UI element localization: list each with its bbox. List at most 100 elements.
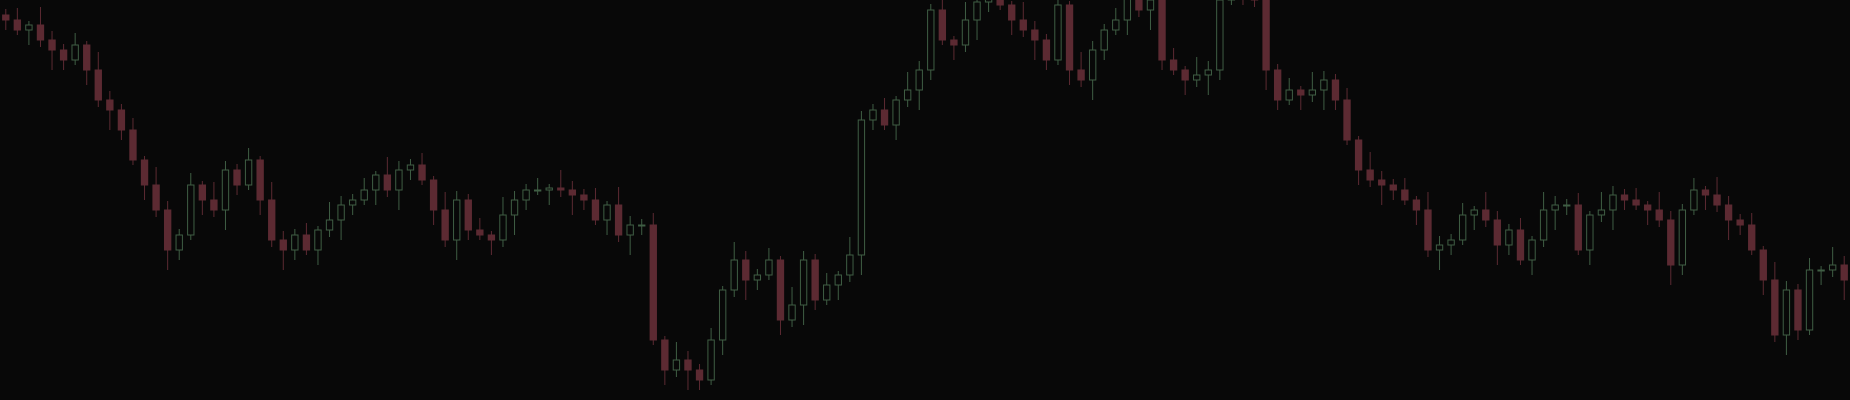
- candle-body: [429, 179, 438, 211]
- candle-body: [187, 184, 195, 236]
- candle-body: [129, 129, 137, 161]
- candle-body: [927, 9, 935, 71]
- candle-body: [938, 9, 947, 41]
- candle-body: [799, 259, 808, 306]
- candle-body: [1042, 39, 1051, 61]
- candle-body: [1736, 219, 1744, 226]
- candle-body: [1031, 29, 1039, 41]
- candle-body: [1158, 0, 1166, 61]
- candle-body: [614, 204, 623, 236]
- candle-body: [1366, 169, 1374, 181]
- candle-body: [1458, 214, 1467, 241]
- candle-body: [568, 189, 577, 196]
- candle-body: [348, 199, 357, 206]
- candle-body: [1828, 264, 1837, 271]
- candle-body: [244, 159, 253, 186]
- candle-body: [2, 14, 10, 21]
- candle-body: [695, 369, 704, 381]
- candle-body: [325, 219, 334, 231]
- candle-body: [1123, 0, 1132, 21]
- candle-body: [372, 174, 380, 191]
- candle-body: [1262, 0, 1270, 71]
- candle-body: [996, 0, 1004, 6]
- candle-body: [418, 164, 426, 181]
- candle-body: [1273, 69, 1282, 101]
- candle-body: [71, 44, 79, 61]
- candle-body: [765, 259, 773, 276]
- candle-body: [591, 199, 600, 221]
- candle-body: [718, 289, 727, 341]
- candle-body: [626, 224, 634, 236]
- candle-body: [1169, 59, 1178, 71]
- candle-body: [1389, 184, 1397, 191]
- candle-body: [476, 229, 484, 236]
- candle-body: [13, 19, 22, 31]
- candle-body: [1724, 204, 1733, 221]
- candle-body: [1551, 204, 1559, 211]
- candle-body: [1008, 4, 1016, 21]
- candle-body: [961, 19, 970, 46]
- candle-body: [892, 99, 900, 126]
- candle-body: [1505, 229, 1513, 246]
- candle-body: [510, 199, 519, 216]
- candle-body: [1574, 204, 1582, 251]
- candle-body: [337, 204, 345, 221]
- candle-body: [1482, 209, 1490, 221]
- candle-body: [984, 0, 993, 3]
- candle-body: [649, 224, 657, 341]
- candle-body: [1285, 89, 1293, 101]
- candle-body: [1077, 69, 1085, 81]
- candle-body: [580, 194, 588, 201]
- candle-body: [163, 209, 172, 251]
- candle-body: [1424, 209, 1432, 251]
- candle-body: [1320, 79, 1328, 91]
- candle-body: [707, 339, 715, 381]
- candle-body: [1817, 269, 1825, 272]
- candle-body: [1308, 89, 1317, 96]
- candle-body: [1528, 239, 1536, 261]
- candle-body: [36, 24, 45, 41]
- candle-body: [279, 239, 287, 251]
- candle-body: [256, 159, 264, 201]
- candle-body: [661, 339, 669, 371]
- candle-body: [499, 214, 507, 241]
- candle-body: [1204, 69, 1212, 76]
- candle-body: [360, 189, 368, 201]
- candle-body: [1019, 19, 1027, 31]
- candle-body: [1620, 194, 1629, 201]
- candle-body: [152, 184, 160, 211]
- candle-body: [1690, 189, 1698, 211]
- candle-body: [1401, 189, 1409, 201]
- candle-body: [1597, 209, 1606, 216]
- candle-body: [406, 164, 415, 171]
- candle-body: [1609, 194, 1617, 211]
- candle-body: [1759, 249, 1767, 281]
- candle-body: [48, 39, 56, 51]
- candle-body: [857, 119, 866, 256]
- candle-body: [140, 159, 149, 186]
- candle-body: [1331, 79, 1340, 101]
- candle-body: [533, 189, 542, 192]
- candle-body: [684, 359, 692, 371]
- candle-body: [1354, 139, 1363, 171]
- candle-body: [1297, 89, 1305, 96]
- candle-body: [742, 259, 750, 281]
- candle-body: [545, 187, 553, 191]
- candle-body: [221, 169, 230, 211]
- candle-body: [638, 224, 646, 227]
- candle-body: [1112, 19, 1120, 31]
- candle-body: [1216, 0, 1224, 71]
- candle-body: [973, 1, 981, 21]
- candle-body: [869, 109, 877, 121]
- candle-body: [441, 209, 449, 241]
- candle-body: [1088, 49, 1097, 81]
- candle-body: [753, 274, 762, 281]
- candle-body: [1655, 209, 1663, 221]
- candle-body: [210, 199, 218, 211]
- candle-body: [175, 234, 183, 251]
- candle-body: [291, 234, 299, 251]
- candle-body: [94, 69, 102, 101]
- candle-body: [1586, 214, 1594, 251]
